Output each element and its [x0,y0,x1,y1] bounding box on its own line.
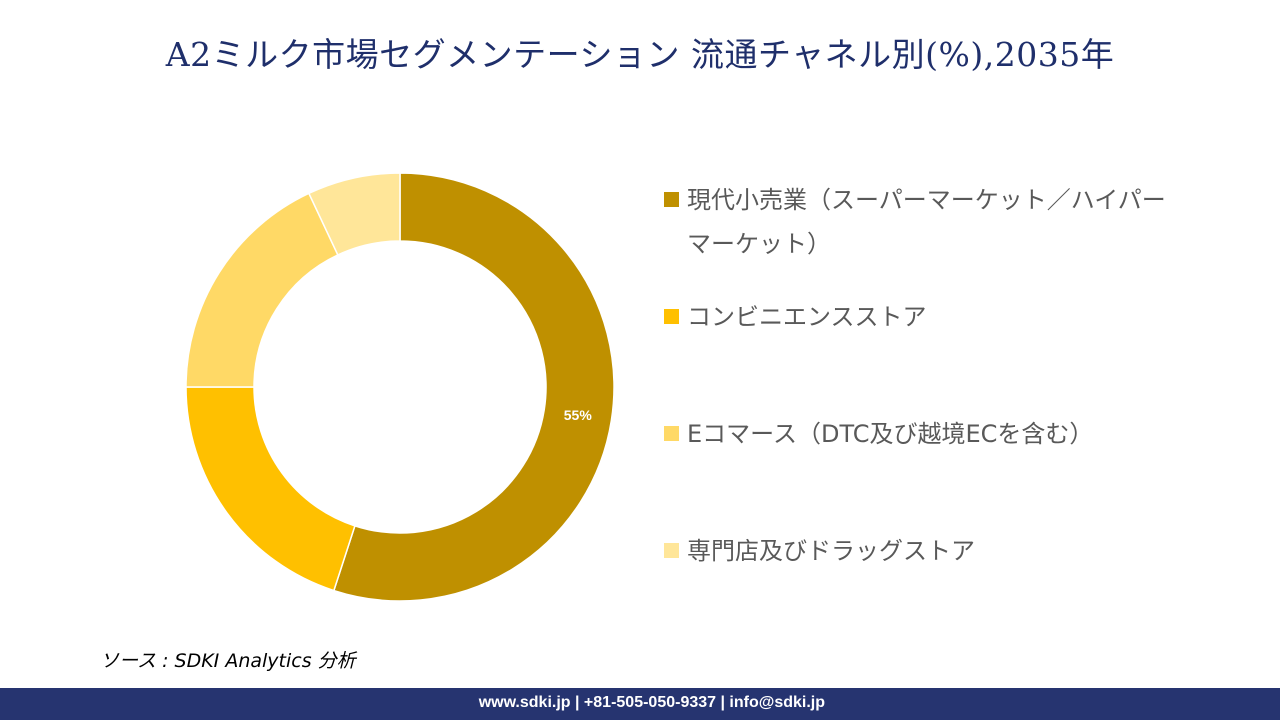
legend-swatch [664,309,679,324]
footer-contact: www.sdki.jp | +81-505-050-9337 | info@sd… [478,694,825,711]
legend-swatch [664,192,679,207]
donut-segment [185,386,356,592]
donut-segment [307,172,401,256]
chart-title: A2ミルク市場セグメンテーション 流通チャネル別(%),2035年 [165,35,1115,74]
legend-label: 専門店及びドラッグストア [687,537,975,565]
donut-segment [332,172,615,602]
data-label: 55% [564,407,593,423]
donut-chart: 55% [185,172,615,602]
legend-label: コンビニエンスストア [687,303,927,331]
footer-bar: www.sdki.jp | +81-505-050-9337 | info@sd… [0,688,1280,720]
legend-item: コンビニエンスストア [664,295,1177,339]
legend-label: Eコマース（DTC及び越境ECを含む） [687,420,1094,448]
donut-segment [185,192,339,388]
legend-item: 現代小売業（スーパーマーケット／ハイパーマーケット） [664,178,1177,266]
legend-item: 専門店及びドラッグストア [664,529,1177,573]
source-note: ソース : SDKI Analytics 分析 [100,650,356,672]
legend-label: 現代小売業（スーパーマーケット／ハイパーマーケット） [687,186,1166,258]
legend-swatch [664,543,679,558]
legend-item: Eコマース（DTC及び越境ECを含む） [664,412,1177,456]
legend-swatch [664,426,679,441]
